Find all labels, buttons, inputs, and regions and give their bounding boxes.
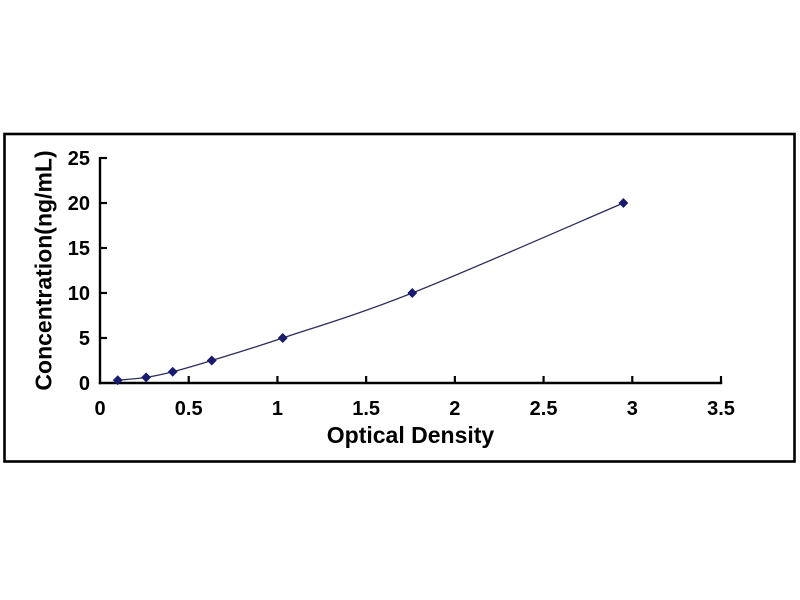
- data-point-marker: [167, 366, 178, 377]
- data-point-marker: [206, 355, 217, 366]
- x-tick-label: 2: [449, 398, 460, 420]
- y-tick-label: 20: [68, 193, 90, 215]
- x-tick-label: 1.5: [352, 398, 380, 420]
- x-tick-label: 3: [627, 398, 638, 420]
- data-point-marker: [141, 372, 152, 383]
- x-axis-title: Optical Density: [327, 422, 495, 448]
- y-tick-label: 0: [79, 373, 90, 395]
- data-series: [112, 197, 629, 386]
- data-point-marker: [277, 332, 288, 344]
- curve-line: [117, 202, 624, 381]
- axes: [98, 157, 723, 385]
- x-tick-label: 1: [272, 398, 283, 420]
- data-point-marker: [407, 287, 418, 299]
- x-tick-label: 2.5: [530, 398, 558, 420]
- y-tick-label: 10: [68, 283, 90, 305]
- x-tick-label: 0: [94, 398, 105, 420]
- data-point-marker: [112, 375, 123, 386]
- y-tick-label: 25: [68, 148, 90, 170]
- data-point-marker: [618, 197, 629, 209]
- y-tick-label: 15: [68, 238, 90, 260]
- axis-ticks: [100, 156, 723, 383]
- y-axis-title: Concentration(ng/mL): [31, 150, 57, 390]
- chart-frame: [3, 132, 796, 463]
- y-tick-label: 5: [79, 328, 90, 350]
- axis-tick-labels: 0 0.5 1 1.5 2 2.5 3 3.5 0 5 10 15 20 25: [68, 148, 735, 420]
- x-tick-label: 3.5: [707, 398, 735, 420]
- x-tick-label: 0.5: [175, 398, 203, 420]
